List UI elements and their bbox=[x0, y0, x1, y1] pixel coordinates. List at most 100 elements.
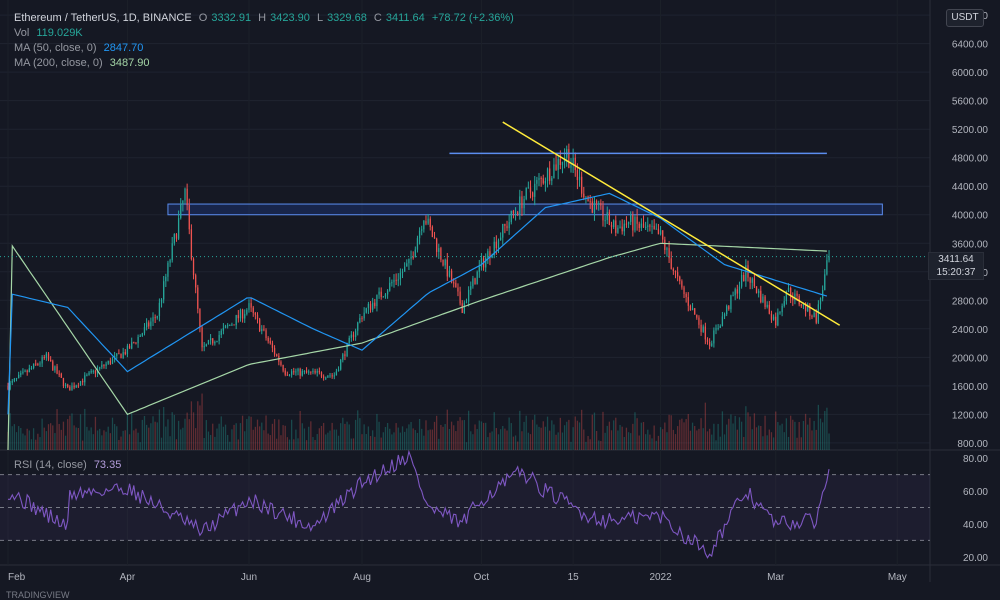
candle-body bbox=[534, 183, 536, 197]
volume-bar bbox=[81, 440, 84, 450]
candle-body bbox=[723, 314, 726, 317]
candle-body bbox=[444, 259, 446, 266]
candle-body bbox=[94, 370, 97, 374]
volume-bar bbox=[717, 423, 719, 450]
volume-bar bbox=[593, 412, 596, 450]
candle-body bbox=[772, 316, 775, 320]
candle-body bbox=[139, 335, 141, 337]
candle-body bbox=[335, 371, 338, 376]
candle-body bbox=[13, 378, 16, 381]
volume-bar bbox=[758, 425, 760, 450]
candle-body bbox=[259, 319, 261, 332]
candle-body bbox=[88, 372, 90, 375]
candle-body bbox=[512, 210, 515, 214]
candle-body bbox=[393, 279, 395, 283]
volume-bar bbox=[15, 432, 18, 450]
candle-body bbox=[154, 317, 156, 319]
candle-body bbox=[77, 385, 80, 387]
volume-bar bbox=[169, 436, 171, 450]
volume-bar bbox=[719, 436, 721, 450]
volume-bar bbox=[811, 430, 813, 450]
volume-bar bbox=[246, 418, 248, 450]
volume-bar bbox=[380, 437, 382, 450]
candle-body bbox=[177, 218, 180, 239]
volume-bar bbox=[143, 416, 146, 450]
volume-bar bbox=[779, 425, 781, 450]
volume-bar bbox=[163, 406, 165, 450]
candle-body bbox=[58, 373, 60, 375]
candle-body bbox=[568, 149, 570, 168]
candle-body bbox=[542, 178, 544, 184]
volume-bar bbox=[668, 414, 670, 450]
volume-bar bbox=[453, 425, 455, 450]
drawings[interactable] bbox=[0, 121, 930, 326]
candle-body bbox=[743, 275, 745, 282]
candle-body bbox=[320, 372, 323, 377]
candle-body bbox=[120, 353, 122, 359]
candle-body bbox=[235, 315, 237, 326]
volume-bar bbox=[184, 418, 186, 450]
volume-bar bbox=[105, 431, 107, 450]
currency-unit-button[interactable]: USDT bbox=[946, 9, 984, 27]
volume-bar bbox=[672, 429, 674, 450]
rsi-legend[interactable]: RSI (14, close) 73.35 bbox=[14, 458, 125, 472]
volume-bar bbox=[303, 428, 306, 450]
volume-bar bbox=[568, 419, 570, 450]
price-tick-label: 1600.00 bbox=[952, 382, 989, 393]
volume-bar bbox=[463, 420, 466, 450]
volume-bar bbox=[135, 428, 137, 450]
ma200-legend[interactable]: MA (200, close, 0) 3487.90 bbox=[14, 56, 153, 70]
volume-bar bbox=[395, 423, 397, 450]
candle-body bbox=[222, 328, 225, 331]
volume-bar bbox=[796, 437, 798, 450]
candle-body bbox=[423, 220, 425, 230]
candle-body bbox=[551, 178, 553, 181]
candle-body bbox=[348, 337, 350, 344]
volume-bar bbox=[205, 420, 207, 450]
candle-body bbox=[536, 180, 538, 184]
candle-body bbox=[600, 202, 602, 206]
price-tick-label: 6400.00 bbox=[952, 40, 989, 51]
candle-body bbox=[478, 266, 480, 272]
volume-bar bbox=[679, 419, 681, 450]
volume-bar bbox=[478, 420, 480, 450]
volume-bar bbox=[785, 418, 788, 450]
candle-body bbox=[538, 177, 540, 181]
volume-bar bbox=[391, 434, 393, 450]
candle-body bbox=[613, 220, 615, 228]
resistance-zone[interactable] bbox=[167, 203, 883, 216]
candle-body bbox=[297, 368, 299, 372]
candle-body bbox=[787, 287, 790, 292]
volume-bar bbox=[111, 417, 114, 450]
candle-body bbox=[480, 258, 483, 267]
candle-body bbox=[529, 187, 532, 193]
volume-bar bbox=[534, 414, 536, 450]
volume-bar bbox=[152, 416, 154, 450]
candle-body bbox=[165, 276, 167, 282]
volume-bar bbox=[209, 434, 212, 450]
volume-bar bbox=[512, 436, 515, 450]
candle-body bbox=[691, 308, 694, 311]
candle-body bbox=[493, 241, 495, 256]
candle-body bbox=[378, 291, 380, 295]
candle-body bbox=[476, 271, 478, 285]
candle-body bbox=[561, 161, 564, 166]
candle-body bbox=[92, 370, 94, 372]
candle-body bbox=[107, 360, 109, 364]
volume-bar bbox=[284, 425, 286, 450]
candle-body bbox=[418, 230, 421, 239]
volume-bar bbox=[290, 419, 293, 450]
volume-bar bbox=[399, 432, 402, 450]
volume-bar bbox=[167, 419, 169, 450]
volume-bar bbox=[610, 430, 613, 450]
candle-body bbox=[7, 385, 9, 390]
volume-bar bbox=[376, 413, 378, 450]
volume-legend[interactable]: Vol 119.029K bbox=[14, 26, 87, 40]
volume-bar bbox=[521, 431, 523, 450]
volume-bar bbox=[131, 413, 133, 450]
candle-body bbox=[369, 303, 372, 310]
volume-bar bbox=[698, 428, 700, 450]
candle-body bbox=[657, 228, 660, 235]
ma50-legend[interactable]: MA (50, close, 0) 2847.70 bbox=[14, 41, 147, 55]
